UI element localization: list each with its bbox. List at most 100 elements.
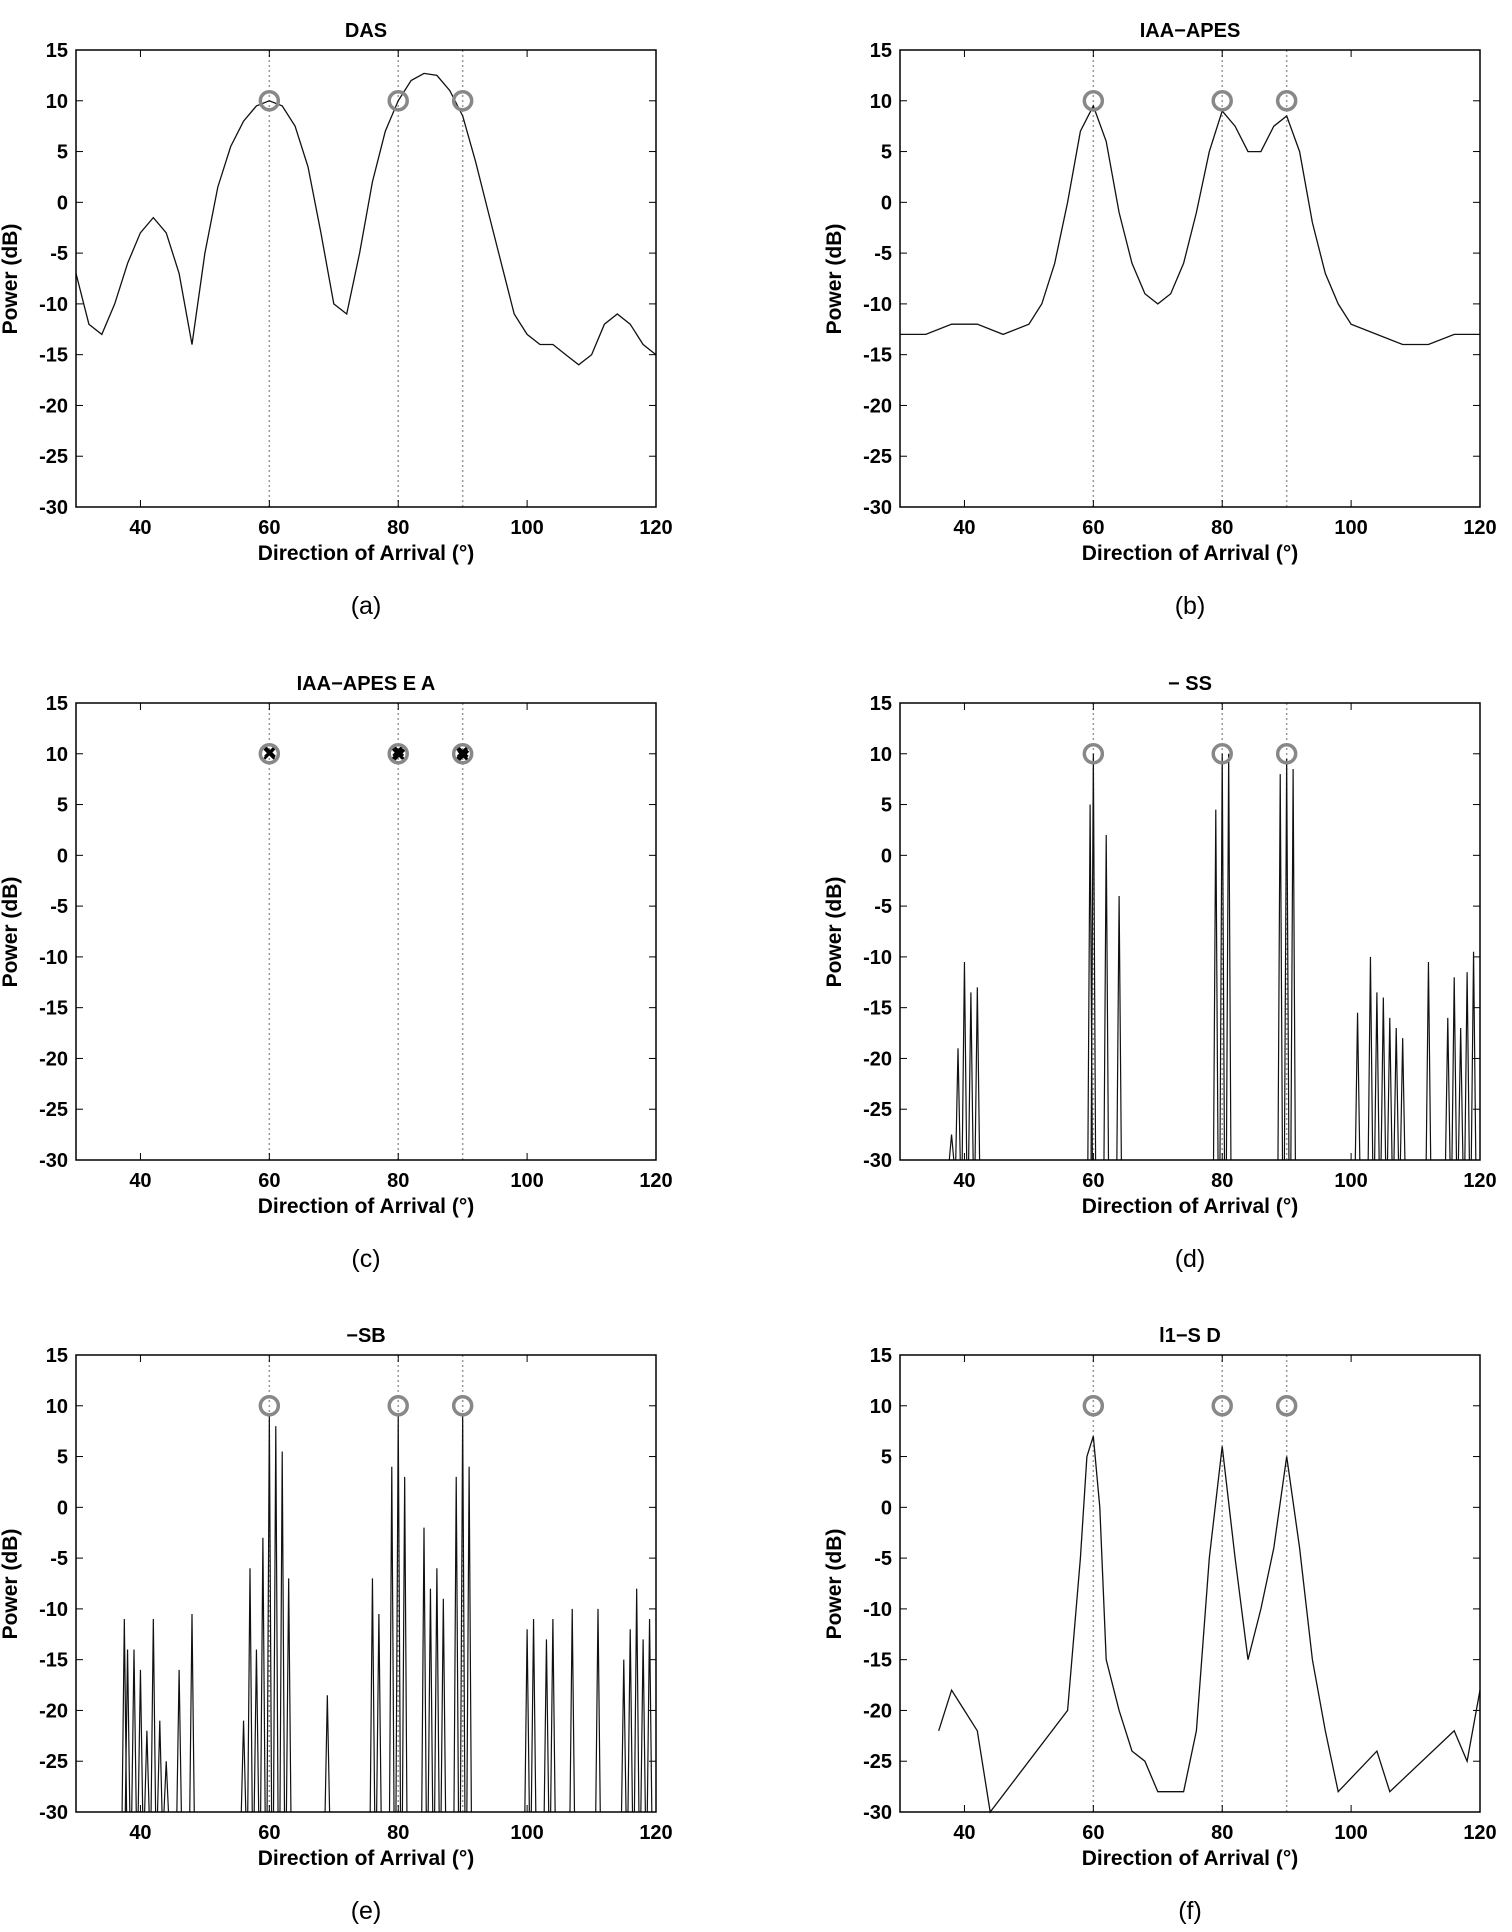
y-tick-label: -15 — [39, 345, 68, 367]
true-source-marker — [1211, 1395, 1233, 1417]
x-tick-label: 60 — [258, 1170, 280, 1192]
y-tick-label: -25 — [863, 1099, 892, 1121]
spike — [137, 1669, 144, 1813]
spike — [948, 1134, 955, 1161]
x-tick-label: 40 — [953, 1170, 975, 1192]
plot-area: 40 60 80 100 120 15 10 5 0 -5 -10 -15 -20 -25 -30 — [39, 693, 673, 1192]
spike — [1225, 753, 1232, 1161]
spike — [1212, 809, 1219, 1161]
y-tick-label: -15 — [863, 1650, 892, 1672]
spike — [150, 1619, 157, 1813]
true-source-marker — [1082, 1395, 1105, 1417]
x-tick-label: 100 — [510, 1822, 543, 1844]
spike — [1380, 997, 1387, 1161]
spike — [260, 1537, 266, 1813]
y-tick-label: -30 — [39, 1802, 68, 1824]
true-source-marker — [258, 90, 281, 112]
axes-frame — [75, 49, 657, 508]
y-tick-label: -20 — [863, 1700, 892, 1722]
y-tick-label: -15 — [863, 998, 892, 1020]
y-tick-label: 0 — [881, 845, 892, 867]
spike — [131, 1649, 137, 1813]
y-tick-label: 15 — [46, 693, 68, 715]
y-tick-label: -10 — [39, 947, 68, 969]
spike — [1090, 753, 1097, 1161]
true-source-marker — [1275, 90, 1298, 112]
spike — [640, 1639, 646, 1813]
spike — [524, 1629, 530, 1813]
x-tick-label: 120 — [1463, 1170, 1496, 1192]
spike — [1425, 961, 1432, 1161]
y-tick-label: 15 — [870, 40, 892, 62]
x-axis-label: Direction of Arrival (°) — [257, 542, 475, 565]
y-tick-label: -10 — [39, 294, 68, 316]
x-tick-label: 80 — [1211, 517, 1233, 539]
true-source-marker — [1082, 90, 1105, 112]
x-tick-label: 80 — [1211, 1822, 1233, 1844]
x-tick-label: 60 — [1082, 1822, 1104, 1844]
spike — [543, 1639, 550, 1813]
spike — [1393, 1027, 1400, 1161]
spike — [388, 1466, 395, 1813]
true-source-marker — [1211, 90, 1233, 112]
spike — [974, 987, 981, 1161]
chart-title: IAA−APES E A — [296, 673, 436, 695]
y-tick-label: -15 — [39, 998, 68, 1020]
spike — [646, 1619, 653, 1813]
spike — [176, 1669, 182, 1813]
y-tick-label: -25 — [39, 1751, 68, 1773]
spike — [569, 1608, 576, 1813]
y-tick-label: 10 — [870, 1396, 892, 1418]
estimate-marker — [393, 748, 406, 761]
x-tick-label: 100 — [1334, 1822, 1367, 1844]
y-tick-label: -10 — [39, 1599, 68, 1621]
plot-area: 40 60 80 100 120 15 10 5 0 -5 -10 -15 -20 -25 -30 — [863, 40, 1497, 539]
series-line — [900, 104, 1480, 346]
y-tick-label: 15 — [46, 40, 68, 62]
estimate-marker — [457, 749, 470, 762]
y-tick-label: 15 — [46, 1345, 68, 1367]
chart-title: − SS — [1168, 673, 1212, 695]
spike — [427, 1588, 434, 1813]
y-tick-label: -15 — [863, 345, 892, 367]
y-axis-label: Power (dB) — [823, 1528, 846, 1639]
y-tick-label: -25 — [863, 446, 892, 468]
spike — [459, 1415, 466, 1813]
x-tick-label: 100 — [1334, 1170, 1367, 1192]
panel-caption: (d) — [1174, 1245, 1206, 1273]
chart-title: DAS — [344, 20, 388, 42]
y-tick-label: 15 — [870, 693, 892, 715]
axes-frame — [899, 49, 1481, 508]
x-tick-label: 100 — [510, 1170, 543, 1192]
x-tick-label: 40 — [129, 1170, 151, 1192]
spike — [1290, 769, 1296, 1161]
spike — [421, 1527, 427, 1813]
x-tick-label: 120 — [639, 1170, 672, 1192]
spike — [324, 1695, 331, 1813]
x-tick-label: 80 — [1211, 1170, 1233, 1192]
true-source-marker — [451, 743, 474, 765]
spike — [440, 1598, 447, 1813]
spike — [466, 1466, 472, 1813]
true-source-marker — [451, 90, 474, 112]
spike — [163, 1761, 170, 1813]
x-tick-label: 60 — [1082, 517, 1104, 539]
y-tick-label: -15 — [39, 1650, 68, 1672]
plot-area: 40 60 80 100 120 15 10 5 0 -5 -10 -15 -20 -25 -30 — [39, 1345, 673, 1844]
estimate-marker — [264, 745, 276, 758]
spike — [1386, 1017, 1393, 1161]
x-tick-label: 60 — [258, 517, 280, 539]
x-tick-label: 40 — [953, 1822, 975, 1844]
spike — [279, 1451, 286, 1813]
y-tick-label: -20 — [39, 1048, 68, 1070]
true-source-marker — [1082, 743, 1105, 765]
spike — [453, 1476, 460, 1813]
x-tick-label: 80 — [387, 517, 409, 539]
spike — [1444, 1017, 1451, 1161]
spike — [1277, 774, 1284, 1161]
y-tick-label: 0 — [57, 1497, 68, 1519]
spike — [1451, 977, 1458, 1161]
y-tick-label: 10 — [46, 1396, 68, 1418]
y-tick-label: -25 — [39, 446, 68, 468]
plot-area: 40 60 80 100 120 15 10 5 0 -5 -10 -15 -20 -25 -30 — [39, 40, 673, 539]
